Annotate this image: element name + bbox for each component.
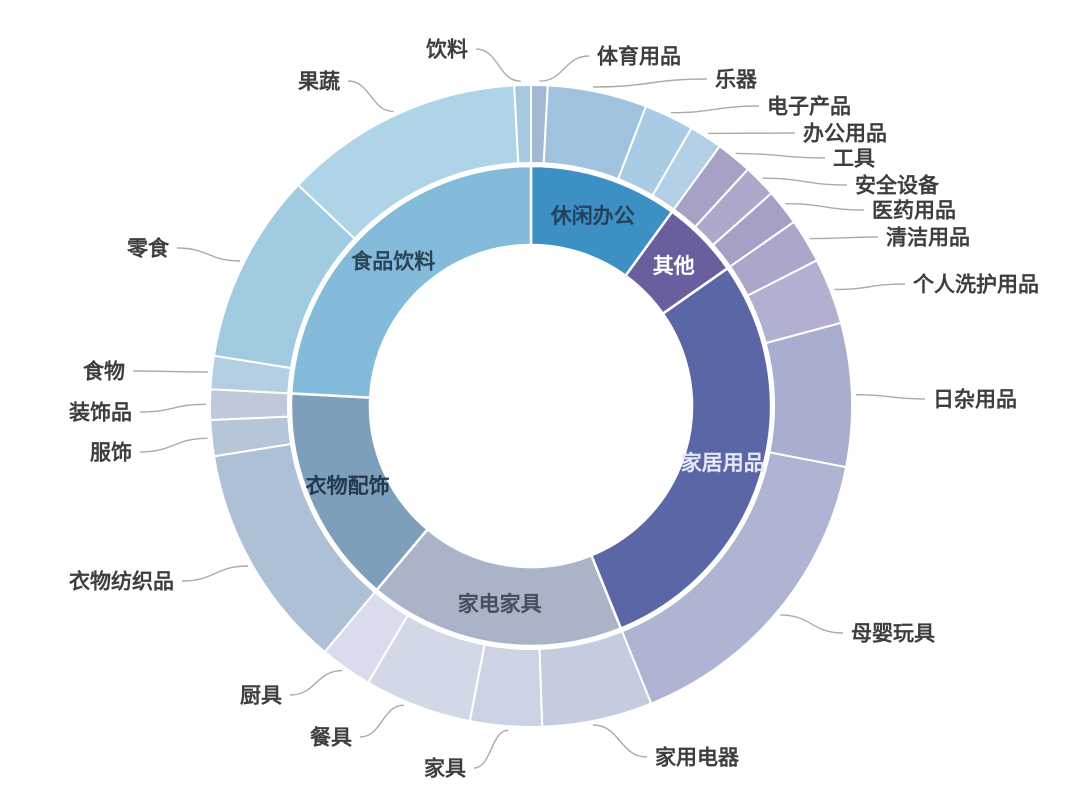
outer-label-19: 零食: [126, 236, 170, 260]
outer-label-7: 清洁用品: [886, 225, 970, 249]
leader-line-1: [592, 78, 708, 88]
inner-label-0: 休闲办公: [550, 205, 635, 228]
outer-label-3: 办公用品: [803, 122, 887, 145]
outer-slice-21[interactable]: [513, 83, 532, 165]
outer-label-0: 体育用品: [597, 44, 681, 68]
outer-label-18: 食物: [83, 359, 125, 383]
leader-line-5: [762, 177, 848, 186]
outer-label-2: 电子产品: [767, 94, 851, 118]
leader-line-9: [855, 394, 926, 400]
outer-label-4: 工具: [833, 147, 875, 170]
inner-label-1: 其他: [653, 254, 695, 278]
leader-line-8: [834, 283, 906, 291]
leader-line-12: [473, 729, 509, 769]
leader-line-6: [785, 203, 865, 211]
outer-label-8: 个人洗护用品: [913, 272, 1039, 296]
leader-line-7: [809, 236, 879, 240]
outer-label-5: 安全设备: [855, 173, 940, 197]
outer-label-10: 母婴玩具: [851, 622, 935, 645]
leader-line-4: [735, 152, 826, 159]
outer-label-13: 餐具: [310, 725, 352, 749]
leader-line-19: [176, 247, 241, 262]
leader-line-15: [181, 565, 249, 582]
leader-line-20: [347, 80, 394, 113]
outer-label-14: 厨具: [240, 684, 282, 707]
leader-line-14: [289, 669, 343, 696]
outer-label-16: 服饰: [90, 440, 132, 464]
outer-label-6: 医药用品: [872, 198, 956, 222]
leader-line-17: [139, 403, 207, 413]
leader-line-10: [779, 614, 844, 634]
outer-label-1: 乐器: [715, 68, 758, 91]
leader-line-18: [132, 370, 208, 373]
leader-line-11: [592, 724, 648, 758]
outer-label-9: 日杂用品: [933, 387, 1017, 411]
leader-line-21: [475, 48, 521, 82]
outer-label-20: 果蔬: [298, 70, 340, 93]
leader-line-13: [359, 704, 405, 738]
outer-label-21: 饮料: [425, 37, 468, 61]
inner-label-5: 食品饮料: [351, 249, 435, 273]
outer-slice-17[interactable]: [208, 388, 290, 422]
inner-slice-2[interactable]: [589, 266, 773, 631]
leader-line-16: [139, 437, 208, 453]
inner-slice-5[interactable]: [289, 164, 533, 399]
outer-label-15: 衣物纺织品: [69, 569, 174, 593]
outer-label-11: 家用电器: [655, 745, 740, 769]
leader-line-0: [539, 55, 590, 82]
inner-label-4: 衣物配饰: [306, 474, 390, 498]
leader-line-2: [670, 105, 760, 114]
inner-label-3: 家电家具: [458, 592, 542, 616]
inner-label-2: 家居用品: [681, 451, 765, 475]
outer-label-12: 家具: [424, 756, 466, 780]
outer-slice-9[interactable]: [764, 321, 853, 469]
outer-label-17: 装饰品: [69, 400, 132, 424]
